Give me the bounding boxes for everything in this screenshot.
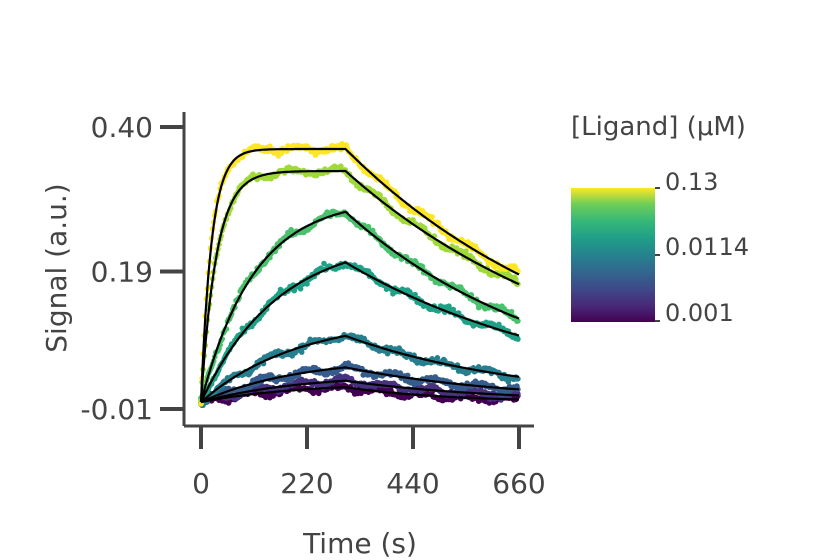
y-tick-label-2: 0.40 xyxy=(91,111,153,144)
fit-curve-0 xyxy=(199,147,520,403)
data-point xyxy=(515,318,521,324)
colorbar-label-low: 0.001 xyxy=(665,299,734,327)
data-layer xyxy=(198,140,521,409)
data-point xyxy=(496,321,502,328)
data-point xyxy=(434,355,441,361)
data-point xyxy=(429,214,435,220)
data-point xyxy=(513,276,519,283)
fit-curve-4 xyxy=(200,334,520,403)
y-ticks: -0.01 0.19 0.40 xyxy=(81,111,184,426)
data-point xyxy=(298,349,305,355)
y-tick-label-0: -0.01 xyxy=(81,393,153,426)
data-point xyxy=(463,248,469,254)
x-tick-label-2: 440 xyxy=(386,467,439,500)
y-axis-title: Signal (a.u.) xyxy=(40,183,73,352)
data-point xyxy=(304,281,310,287)
colorbar-label-mid: 0.0114 xyxy=(665,233,749,261)
x-tick-label-3: 660 xyxy=(492,467,545,500)
fit-curve-1 xyxy=(199,169,520,403)
x-axis-title: Time (s) xyxy=(302,527,417,560)
x-tick-label-0: 0 xyxy=(192,467,210,500)
colorbar-title: [Ligand] (μM) xyxy=(571,112,746,142)
data-point xyxy=(321,260,327,267)
data-point xyxy=(508,308,515,315)
data-point xyxy=(412,291,418,298)
colorbar-label-high: 0.13 xyxy=(665,168,718,196)
data-point xyxy=(515,336,521,342)
fit-curve-6 xyxy=(200,379,519,404)
colorbar xyxy=(571,188,655,322)
fit-curve-7 xyxy=(200,386,519,404)
fit-curve-5 xyxy=(200,366,520,404)
fit-curve-3 xyxy=(200,261,520,403)
data-point xyxy=(291,287,298,294)
x-tick-label-1: 220 xyxy=(280,467,333,500)
fit-curve-2 xyxy=(199,210,520,403)
y-tick-label-1: 0.19 xyxy=(91,255,153,288)
x-ticks: 0 220 440 660 xyxy=(192,426,546,500)
data-point xyxy=(297,286,304,292)
